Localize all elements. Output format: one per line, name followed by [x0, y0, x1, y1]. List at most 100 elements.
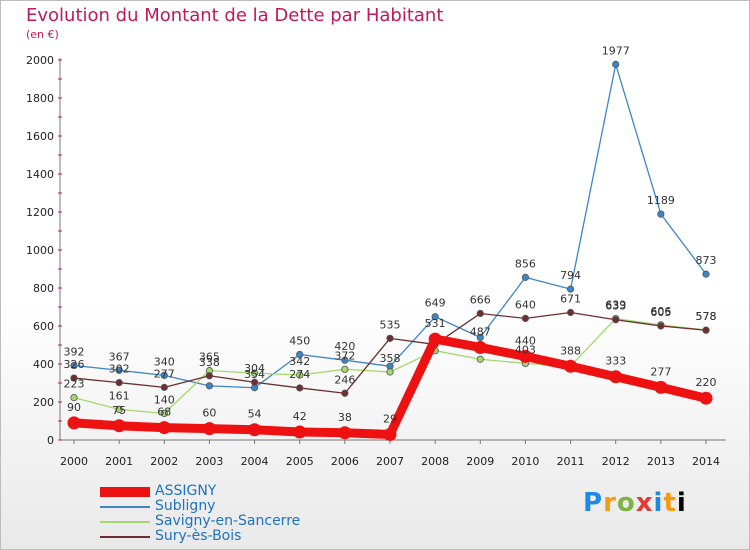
data-label-assigny: 333: [605, 355, 626, 368]
data-point-assigny: [293, 425, 307, 439]
x-tick-label: 2001: [105, 455, 133, 468]
data-label-subligny: 420: [334, 340, 355, 353]
data-point-sury-s-bois: [115, 379, 123, 387]
data-label-assigny: 90: [67, 401, 81, 414]
data-point-sury-s-bois: [566, 308, 575, 317]
data-point-sury-s-bois: [657, 322, 665, 330]
legend-swatch: [100, 487, 150, 497]
chart-title: Evolution du Montant de la Dette par Hab…: [26, 5, 444, 26]
y-tick-label: 400: [33, 358, 54, 371]
x-tick-label: 2006: [331, 455, 359, 468]
data-point-subligny: [566, 285, 575, 293]
chart-unit-label: (en €): [26, 28, 59, 41]
data-label-assigny: 487: [470, 325, 491, 338]
x-tick-label: 2008: [421, 455, 449, 468]
data-label-assigny: 75: [112, 404, 126, 417]
data-label-sury-s-bois: 633: [605, 300, 626, 313]
data-label-subligny: 873: [696, 254, 717, 267]
data-point-subligny: [476, 333, 484, 341]
data-label-subligny: 649: [425, 297, 446, 310]
y-tick-label: 2000: [26, 54, 54, 67]
x-tick-label: 2013: [647, 455, 675, 468]
data-label-sury-s-bois: 535: [380, 318, 401, 331]
data-point-sury-s-bois: [521, 314, 530, 322]
data-point-subligny: [657, 210, 665, 218]
data-point-assigny: [654, 380, 668, 394]
x-tick-label: 2004: [241, 455, 269, 468]
data-point-assigny: [564, 359, 578, 373]
data-point-sury-s-bois: [476, 309, 484, 318]
data-label-savigny-en-sancerre: 372: [334, 349, 355, 362]
data-point-savigny-en-sancerre: [160, 409, 168, 417]
data-label-subligny: 367: [109, 350, 130, 363]
data-point-subligny: [296, 350, 304, 359]
data-label-sury-s-bois: 605: [650, 306, 671, 319]
data-label-assigny: 440: [515, 334, 536, 347]
data-point-subligny: [431, 313, 439, 321]
data-label-savigny-en-sancerre: 223: [64, 378, 85, 391]
data-label-assigny: 29: [383, 412, 397, 425]
data-label-savigny-en-sancerre: 358: [380, 352, 401, 365]
data-label-sury-s-bois: 277: [154, 367, 175, 380]
y-tick-label: 800: [33, 282, 54, 295]
data-point-sury-s-bois: [160, 383, 168, 391]
data-point-assigny: [383, 427, 397, 441]
data-label-savigny-en-sancerre: 365: [199, 351, 220, 364]
data-label-savigny-en-sancerre: 140: [154, 393, 175, 406]
data-label-assigny: 60: [202, 407, 216, 420]
legend-label: ASSIGNY: [155, 483, 217, 499]
legend-swatch: [100, 536, 150, 538]
data-label-subligny: 1977: [602, 44, 630, 57]
data-point-assigny: [248, 423, 262, 437]
data-label-sury-s-bois: 304: [244, 362, 265, 375]
data-label-savigny-en-sancerre: 161: [109, 389, 130, 402]
y-tick-label: 200: [33, 396, 54, 409]
data-point-sury-s-bois: [70, 374, 78, 382]
legend-swatch: [100, 521, 150, 523]
x-tick-label: 2011: [557, 455, 585, 468]
y-tick-label: 1800: [26, 92, 54, 105]
data-label-subligny: 1189: [647, 194, 675, 207]
data-label-assigny: 68: [157, 406, 171, 419]
data-point-savigny-en-sancerre: [115, 405, 123, 414]
x-tick-label: 2012: [602, 455, 630, 468]
legend-label: Sury-ès-Bois: [155, 528, 242, 544]
data-label-sury-s-bois: 640: [515, 298, 536, 311]
y-tick-label: 1000: [26, 244, 54, 257]
data-point-savigny-en-sancerre: [386, 368, 394, 376]
x-tick-label: 2005: [286, 455, 314, 468]
data-point-assigny: [609, 370, 623, 384]
x-tick-label: 2007: [376, 455, 404, 468]
data-point-sury-s-bois: [386, 334, 394, 342]
data-label-assigny: 54: [248, 408, 262, 421]
x-tick-label: 2014: [692, 455, 720, 468]
data-point-subligny: [115, 366, 123, 374]
y-tick-label: 600: [33, 320, 54, 333]
data-point-assigny: [699, 391, 713, 405]
data-label-sury-s-bois: 666: [470, 293, 491, 306]
data-label-assigny: 220: [696, 376, 717, 389]
x-tick-label: 2000: [60, 455, 88, 468]
data-point-subligny: [70, 361, 78, 370]
data-point-assigny: [157, 421, 171, 435]
legend-swatch: [100, 506, 150, 508]
legend-label: Subligny: [155, 498, 216, 514]
data-label-assigny: 531: [425, 317, 446, 330]
data-point-assigny: [202, 422, 216, 436]
data-point-subligny: [341, 356, 349, 364]
data-label-sury-s-bois: 246: [334, 373, 355, 386]
data-point-assigny: [518, 349, 532, 363]
y-tick-label: 1600: [26, 130, 54, 143]
data-label-savigny-en-sancerre: 342: [289, 355, 310, 368]
data-point-assigny: [338, 426, 352, 440]
data-point-subligny: [612, 60, 620, 68]
data-label-subligny: 392: [64, 346, 85, 359]
data-point-sury-s-bois: [341, 389, 349, 397]
x-tick-label: 2009: [466, 455, 494, 468]
data-label-subligny: 794: [560, 269, 581, 282]
data-label-assigny: 38: [338, 411, 352, 424]
x-tick-label: 2002: [150, 455, 178, 468]
data-label-sury-s-bois: 326: [64, 358, 85, 371]
